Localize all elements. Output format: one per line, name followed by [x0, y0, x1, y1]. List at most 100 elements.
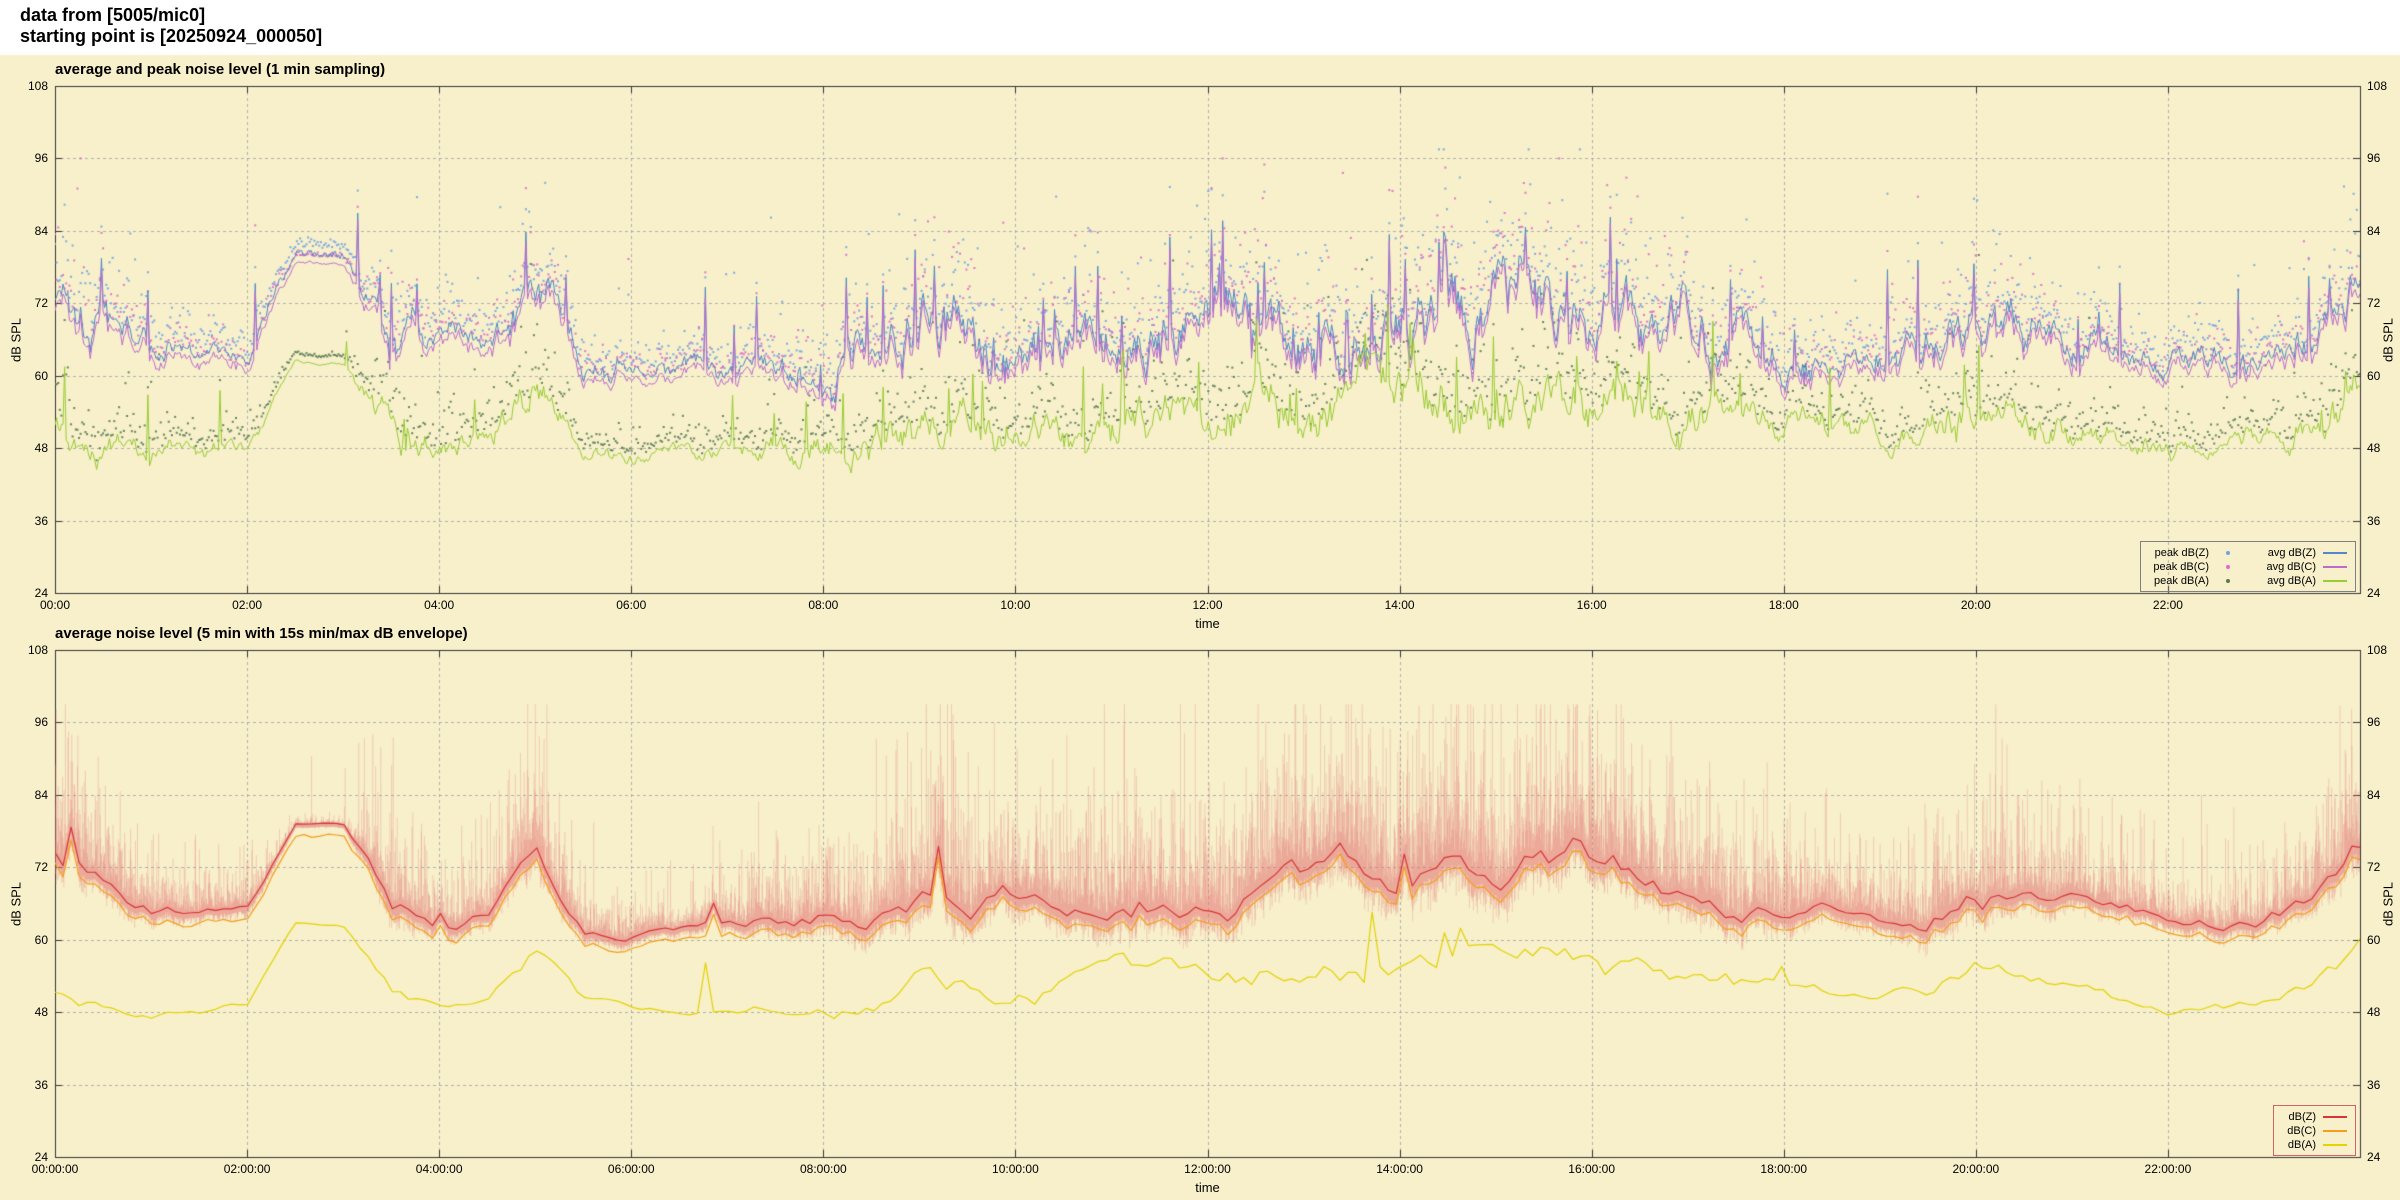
x-tick-label: 08:00: [808, 598, 839, 612]
x-tick-label: 00:00: [39, 598, 71, 612]
line-marker-icon: [2323, 1140, 2347, 1150]
y-tick-label: 24: [34, 586, 48, 600]
line-marker-icon: [2323, 1126, 2347, 1136]
legend-label: avg dB(C): [2266, 560, 2316, 573]
x-tick-label: 18:00: [1768, 598, 1799, 612]
header-line-2: starting point is [20250924_000050]: [20, 26, 323, 46]
x-tick-label: 16:00:00: [1568, 1162, 1616, 1176]
y-tick-label: 60: [34, 932, 48, 947]
line-marker-icon: [2323, 1112, 2347, 1122]
header-line-1: data from [5005/mic0]: [20, 5, 206, 25]
legend-entry: dB(Z): [2282, 1110, 2347, 1123]
y-tick-label: 36: [2367, 1077, 2381, 1092]
y-tick-label: 108: [27, 79, 48, 93]
legend-entry: dB(C): [2282, 1124, 2347, 1137]
y-tick-label: 48: [34, 441, 48, 456]
x-tick-label: 22:00:00: [2144, 1162, 2192, 1176]
legend-entry: peak dB(C): [2149, 560, 2240, 573]
y-tick-label: 36: [2367, 513, 2381, 528]
x-tick-label: 06:00: [616, 598, 647, 612]
y-axis-label-bottom-left: dB SPL: [8, 881, 24, 927]
chart-title-top: average and peak noise level (1 min samp…: [55, 61, 386, 78]
line-marker-icon: [2323, 562, 2347, 572]
x-tick-label: 20:00: [1960, 598, 1991, 612]
x-tick-label: 14:00:00: [1376, 1162, 1423, 1176]
legend-entry: dB(A): [2282, 1138, 2347, 1151]
x-tick-label: 12:00: [1192, 598, 1223, 612]
x-tick-label: 04:00: [424, 598, 455, 612]
legend-label: dB(C): [2287, 1124, 2316, 1137]
y-tick-label: 60: [2367, 368, 2381, 383]
legend-entry: peak dB(Z): [2149, 546, 2240, 559]
y-axis-label-top-left: dB SPL: [8, 317, 24, 363]
y-tick-label: 24: [2367, 1150, 2381, 1164]
legend-label: peak dB(Z): [2154, 546, 2209, 559]
legend-label: avg dB(Z): [2267, 546, 2316, 559]
legend-top: peak dB(Z) peak dB(C) peak dB(A) avg dB(Z) a…: [2140, 541, 2356, 592]
y-tick-label: 84: [34, 787, 48, 802]
x-tick-label: 22:00: [2152, 598, 2183, 612]
x-axis-label-bottom: time: [1195, 1180, 1220, 1195]
point-marker-icon: [2216, 576, 2240, 586]
y-tick-label: 48: [34, 1005, 48, 1020]
x-tick-label: 06:00:00: [607, 1162, 655, 1176]
y-tick-label: 24: [2367, 586, 2381, 600]
legend-label: avg dB(A): [2267, 574, 2316, 587]
y-tick-label: 36: [34, 513, 48, 528]
y-tick-label: 48: [2367, 1005, 2381, 1020]
legend-entry: avg dB(Z): [2256, 546, 2347, 559]
line-marker-icon: [2323, 576, 2347, 586]
legend-label: dB(A): [2287, 1138, 2316, 1151]
legend-label: peak dB(A): [2153, 574, 2209, 587]
x-tick-label: 00:00:00: [31, 1162, 79, 1176]
y-tick-label: 84: [2367, 223, 2381, 238]
y-tick-label: 60: [34, 368, 48, 383]
point-marker-icon: [2216, 548, 2240, 558]
line-marker-icon: [2323, 548, 2347, 558]
y-tick-label: 84: [34, 223, 48, 238]
y-tick-label: 36: [34, 1077, 48, 1092]
x-tick-label: 04:00:00: [415, 1162, 463, 1176]
x-tick-label: 10:00: [1000, 598, 1031, 612]
legend-entry: peak dB(A): [2149, 574, 2240, 587]
y-tick-label: 96: [34, 151, 48, 166]
y-tick-label: 72: [2367, 296, 2381, 311]
y-tick-label: 96: [34, 715, 48, 730]
x-tick-label: 18:00:00: [1760, 1162, 1808, 1176]
chart-title-bottom: average noise level (5 min with 15s min/…: [55, 625, 468, 642]
y-tick-label: 24: [34, 1150, 48, 1164]
legend-column: dB(Z) dB(C) dB(A): [2282, 1110, 2347, 1151]
legend-column: avg dB(Z) avg dB(C) avg dB(A): [2256, 546, 2347, 587]
y-tick-label: 108: [2367, 79, 2388, 93]
x-tick-label: 16:00: [1576, 598, 1607, 612]
y-tick-label: 48: [2367, 441, 2381, 456]
legend-bottom: dB(Z) dB(C) dB(A): [2273, 1105, 2356, 1156]
y-tick-label: 108: [2367, 643, 2388, 657]
y-tick-label: 96: [2367, 151, 2381, 166]
y-tick-label: 72: [2367, 860, 2381, 875]
y-tick-label: 96: [2367, 715, 2381, 730]
y-tick-label: 84: [2367, 787, 2381, 802]
y-tick-label: 60: [2367, 932, 2381, 947]
y-tick-label: 108: [27, 643, 48, 657]
y-axis-label-top-right: dB SPL: [2380, 317, 2396, 363]
x-tick-label: 08:00:00: [799, 1162, 847, 1176]
x-tick-label: 02:00:00: [223, 1162, 271, 1176]
legend-column: peak dB(Z) peak dB(C) peak dB(A): [2149, 546, 2240, 587]
y-tick-label: 72: [34, 296, 48, 311]
y-tick-label: 72: [34, 860, 48, 875]
legend-entry: avg dB(C): [2256, 560, 2347, 573]
x-tick-label: 12:00:00: [1184, 1162, 1231, 1176]
point-marker-icon: [2216, 562, 2240, 572]
x-tick-label: 02:00: [232, 598, 263, 612]
x-tick-label: 14:00: [1384, 598, 1415, 612]
y-axis-label-bottom-right: dB SPL: [2380, 881, 2396, 927]
x-tick-label: 20:00:00: [1952, 1162, 2000, 1176]
legend-entry: avg dB(A): [2256, 574, 2347, 587]
x-axis-label-top: time: [1195, 616, 1220, 631]
legend-label: peak dB(C): [2153, 560, 2209, 573]
legend-label: dB(Z): [2288, 1110, 2317, 1123]
x-tick-label: 10:00:00: [992, 1162, 1039, 1176]
